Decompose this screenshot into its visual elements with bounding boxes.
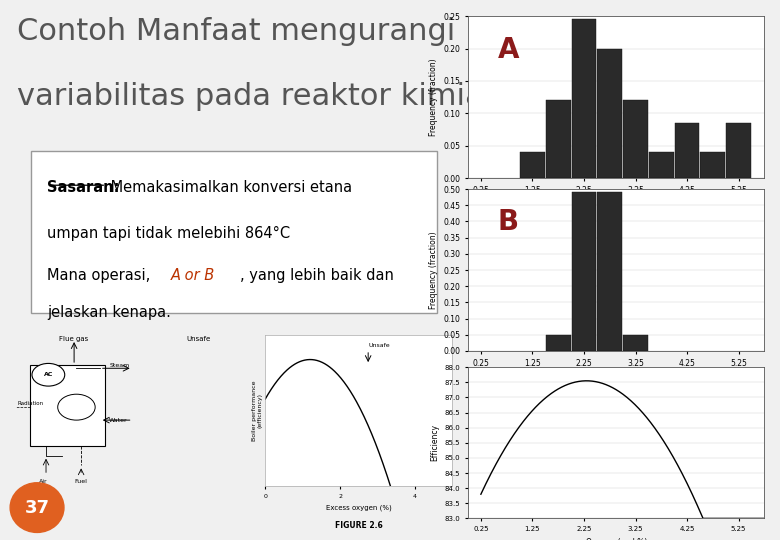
Circle shape xyxy=(10,483,64,532)
Text: Unsafe: Unsafe xyxy=(186,336,211,342)
Bar xyxy=(597,192,622,351)
Text: Sasaran:: Sasaran: xyxy=(48,180,120,195)
Text: Steam: Steam xyxy=(109,362,129,368)
Text: Memakasimalkan konversi etana: Memakasimalkan konversi etana xyxy=(106,180,353,195)
Text: Water: Water xyxy=(109,417,128,423)
Bar xyxy=(546,100,571,178)
Bar xyxy=(520,152,544,178)
X-axis label: Oxygen (mol %): Oxygen (mol %) xyxy=(586,200,647,210)
Text: 37: 37 xyxy=(24,498,50,517)
Text: A: A xyxy=(498,36,519,64)
Text: AC: AC xyxy=(44,372,53,377)
Bar xyxy=(700,152,725,178)
Text: Mana operasi,: Mana operasi, xyxy=(48,268,155,283)
Bar xyxy=(623,335,648,351)
Text: Flue gas: Flue gas xyxy=(59,336,89,342)
Text: umpan tapi tidak melebihi 864°C: umpan tapi tidak melebihi 864°C xyxy=(48,226,290,241)
Bar xyxy=(30,365,105,446)
Bar xyxy=(649,152,674,178)
Text: A or B: A or B xyxy=(171,268,215,283)
Y-axis label: Efficiency: Efficiency xyxy=(430,424,439,461)
X-axis label: Oxygen (mol %): Oxygen (mol %) xyxy=(586,538,647,540)
Text: Contoh Manfaat mengurangi: Contoh Manfaat mengurangi xyxy=(16,17,455,46)
Bar xyxy=(572,19,597,178)
Y-axis label: Frequency (fraction): Frequency (fraction) xyxy=(429,58,438,136)
Bar xyxy=(726,123,751,178)
Bar xyxy=(597,49,622,178)
Text: Fuel: Fuel xyxy=(75,479,87,484)
Y-axis label: Frequency (fraction): Frequency (fraction) xyxy=(429,231,438,309)
Text: , yang lebih baik dan: , yang lebih baik dan xyxy=(240,268,394,283)
Bar xyxy=(623,100,648,178)
Text: FIGURE 2.6: FIGURE 2.6 xyxy=(335,521,383,530)
Text: Unsafe: Unsafe xyxy=(368,343,390,348)
Text: variabilitas pada reaktor kimia: variabilitas pada reaktor kimia xyxy=(16,82,484,111)
Text: jelaskan kenapa.: jelaskan kenapa. xyxy=(48,305,172,320)
Text: B: B xyxy=(498,208,519,237)
Y-axis label: Boiler performance
(efficiency): Boiler performance (efficiency) xyxy=(252,380,262,441)
X-axis label: Oxygen (mol %): Oxygen (mol %) xyxy=(586,373,647,382)
Bar xyxy=(572,192,597,351)
Circle shape xyxy=(32,363,65,386)
X-axis label: Excess oxygen (%): Excess oxygen (%) xyxy=(326,504,392,511)
Bar xyxy=(675,123,700,178)
FancyBboxPatch shape xyxy=(31,151,437,313)
Text: Air: Air xyxy=(39,479,48,484)
Circle shape xyxy=(58,394,95,420)
Bar xyxy=(546,335,571,351)
Text: Radiation: Radiation xyxy=(18,401,44,407)
